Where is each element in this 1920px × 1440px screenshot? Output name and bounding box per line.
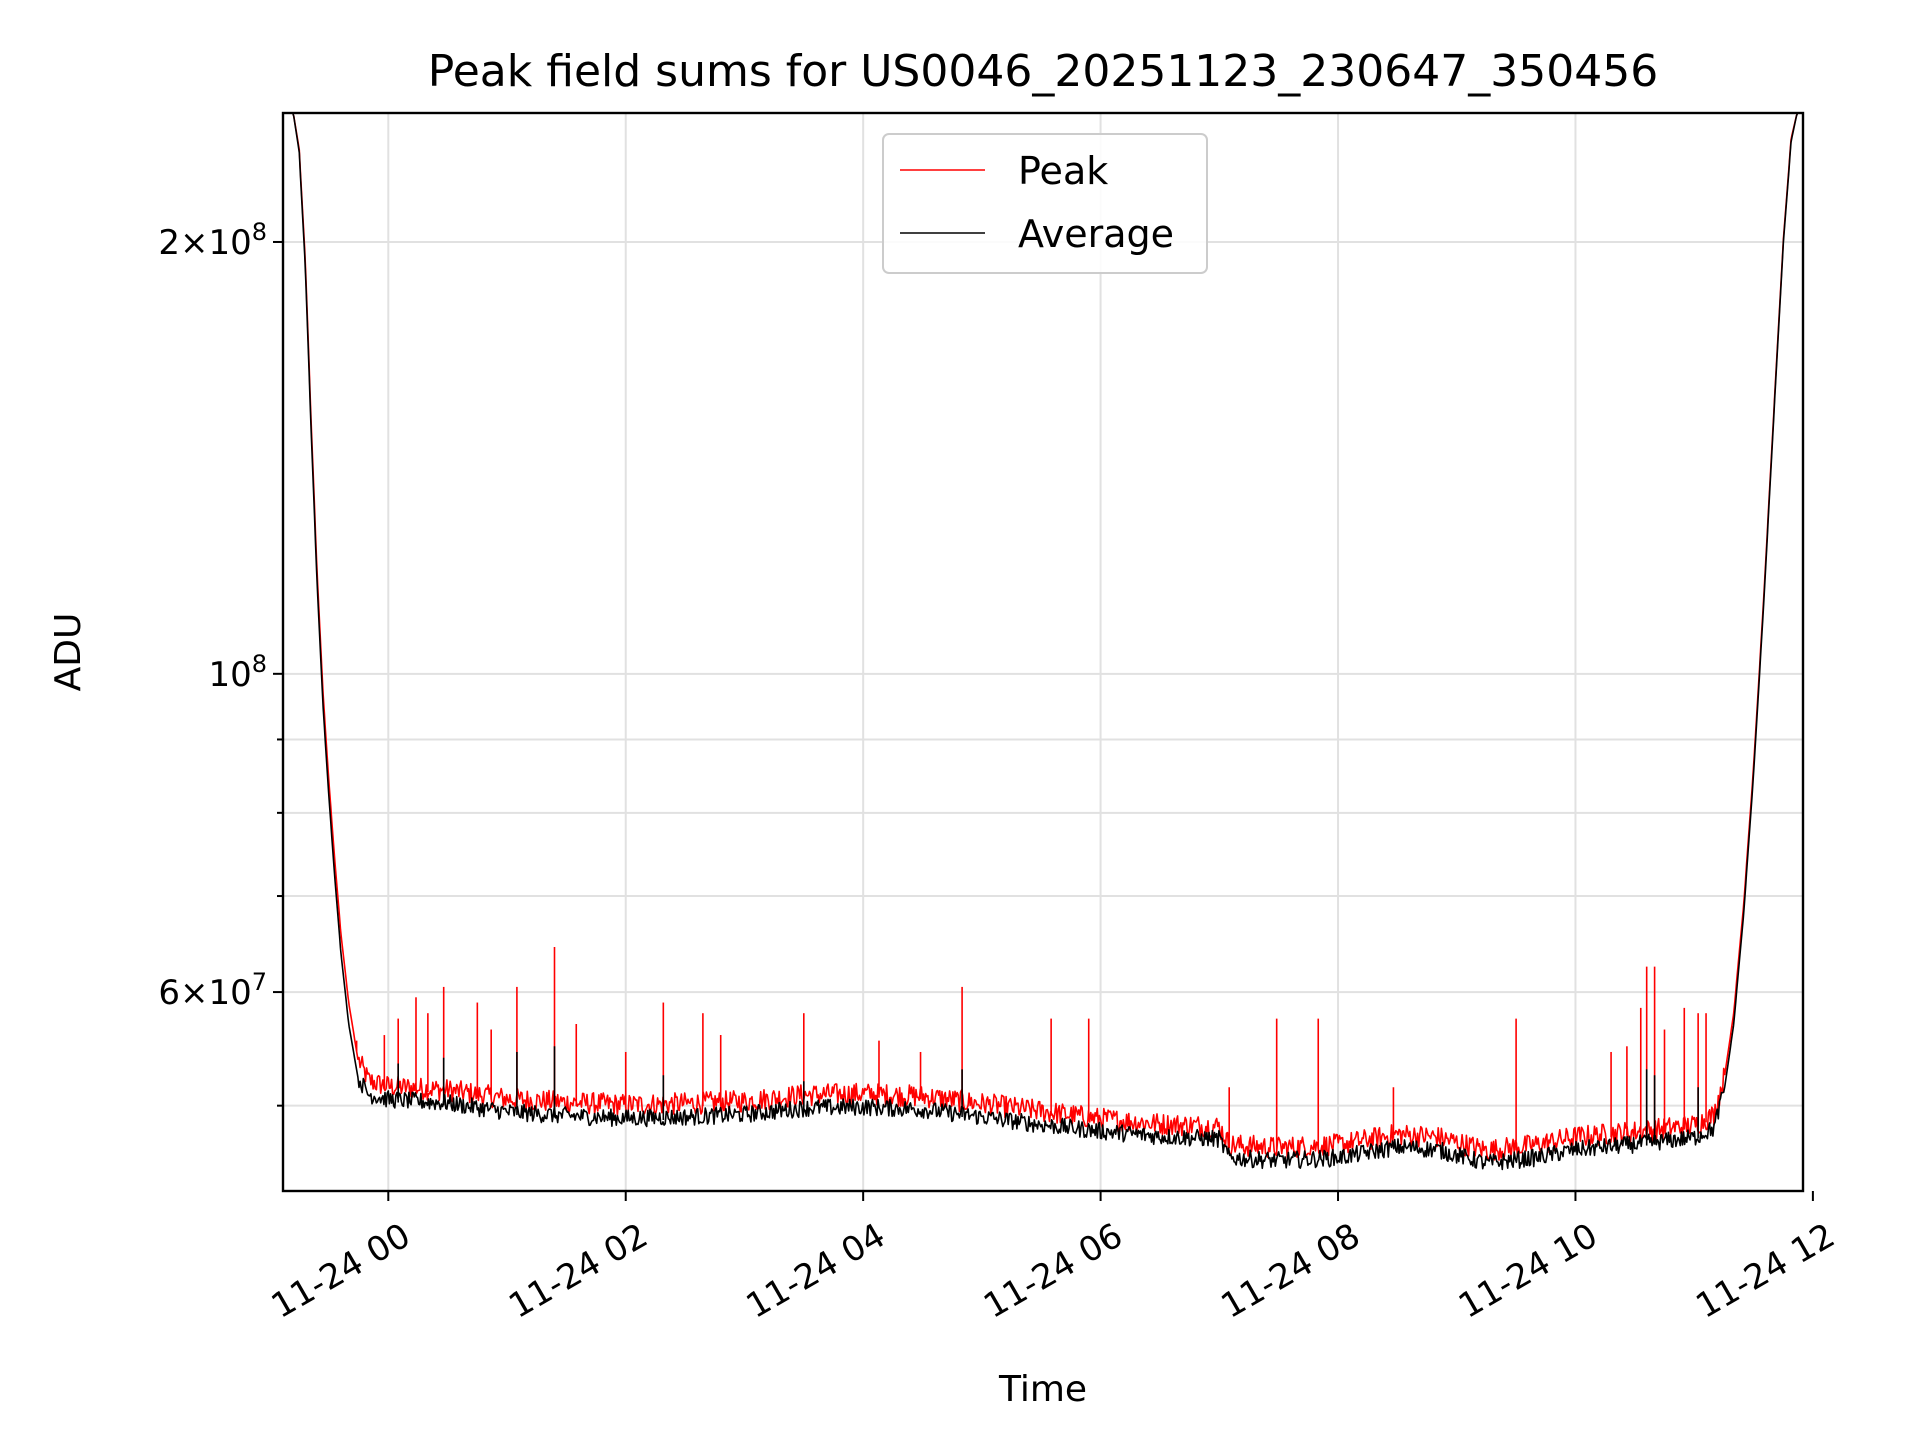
plot-frame — [281, 111, 1805, 1193]
series-line-peak — [283, 113, 1803, 1161]
series-line-average — [283, 113, 1803, 1171]
y-tick-label: 2×108 — [158, 218, 267, 263]
legend-label-peak: Peak — [1018, 149, 1108, 193]
legend: Peak Average — [882, 133, 1208, 274]
y-tick-label: 108 — [208, 650, 267, 695]
y-axis-label: ADU — [48, 613, 89, 692]
chart-title: Peak field sums for US0046_20251123_2306… — [428, 46, 1658, 97]
y-tick-label: 6×107 — [158, 968, 267, 1013]
x-axis-label: Time — [998, 1369, 1087, 1410]
legend-label-average: Average — [1018, 212, 1174, 256]
legend-box — [882, 133, 1208, 274]
